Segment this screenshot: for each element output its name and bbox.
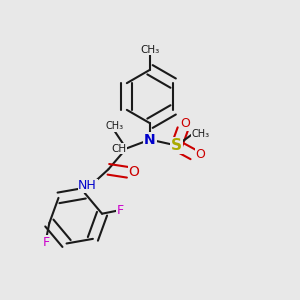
Text: O: O <box>180 117 190 130</box>
Text: F: F <box>43 236 50 249</box>
Text: NH: NH <box>78 179 97 192</box>
Text: S: S <box>171 138 182 153</box>
Text: O: O <box>196 148 206 161</box>
Text: O: O <box>128 165 139 179</box>
Text: CH₃: CH₃ <box>140 45 160 55</box>
Text: CH: CH <box>111 143 126 154</box>
Text: F: F <box>117 204 124 217</box>
Text: N: N <box>144 133 156 147</box>
Text: CH₃: CH₃ <box>191 129 210 139</box>
Text: CH₃: CH₃ <box>105 121 123 131</box>
